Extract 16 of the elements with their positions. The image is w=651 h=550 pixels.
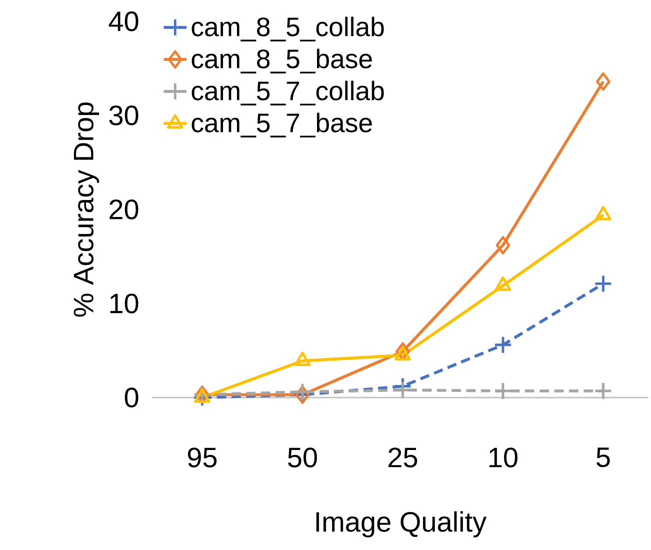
legend-label: cam_8_5_base: [192, 48, 372, 74]
y-axis-title: % Accuracy Drop: [74, 102, 100, 317]
y-tick-label: 0: [124, 388, 138, 408]
y-tick-label: 10: [110, 294, 138, 314]
legend-label: cam_5_7_base: [192, 112, 372, 138]
x-axis-title: Image Quality: [316, 511, 487, 538]
legend-label: cam_5_7_collab: [192, 80, 384, 106]
y-tick-label: 40: [108, 12, 138, 32]
y-tick-label: 20: [110, 200, 138, 220]
x-tick-label: 25: [388, 448, 418, 468]
x-tick-label: 50: [288, 448, 317, 468]
x-tick-label: 95: [188, 448, 217, 468]
x-tick-label: 5: [596, 448, 610, 468]
legend-label: cam_8_5_collab: [192, 16, 384, 42]
y-tick-label: 30: [109, 106, 138, 126]
x-tick-label: 10: [490, 448, 518, 468]
